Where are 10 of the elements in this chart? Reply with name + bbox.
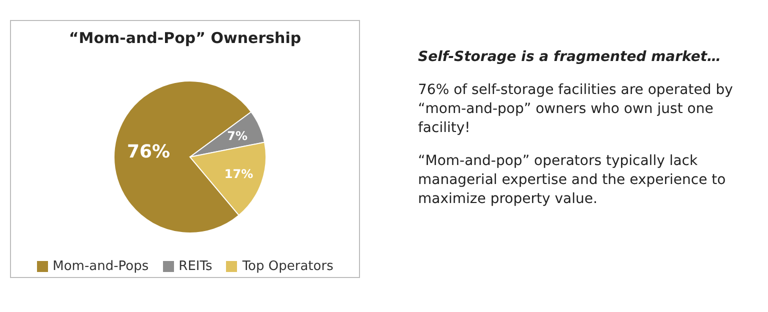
legend-label: Top Operators [241,259,334,274]
text: “Mom-and-pop” operators typically lack managerial expertise and the experience to maximize property value. [418,152,727,209]
legend-label: Mom-and-Pops [52,259,149,274]
legend-label: REITs [178,259,212,274]
text: 76% of self-storage facilities are operated by “mom-and-pop” owners who own just one facility! [418,81,734,138]
chart-title: “Mom-and-Pop” Ownership [68,29,302,47]
data-label: 76% [126,142,170,163]
data-label: 17% [224,167,254,182]
data-label: 7% [227,129,248,144]
text: Self-Storage is a fragmented market… [418,48,722,67]
